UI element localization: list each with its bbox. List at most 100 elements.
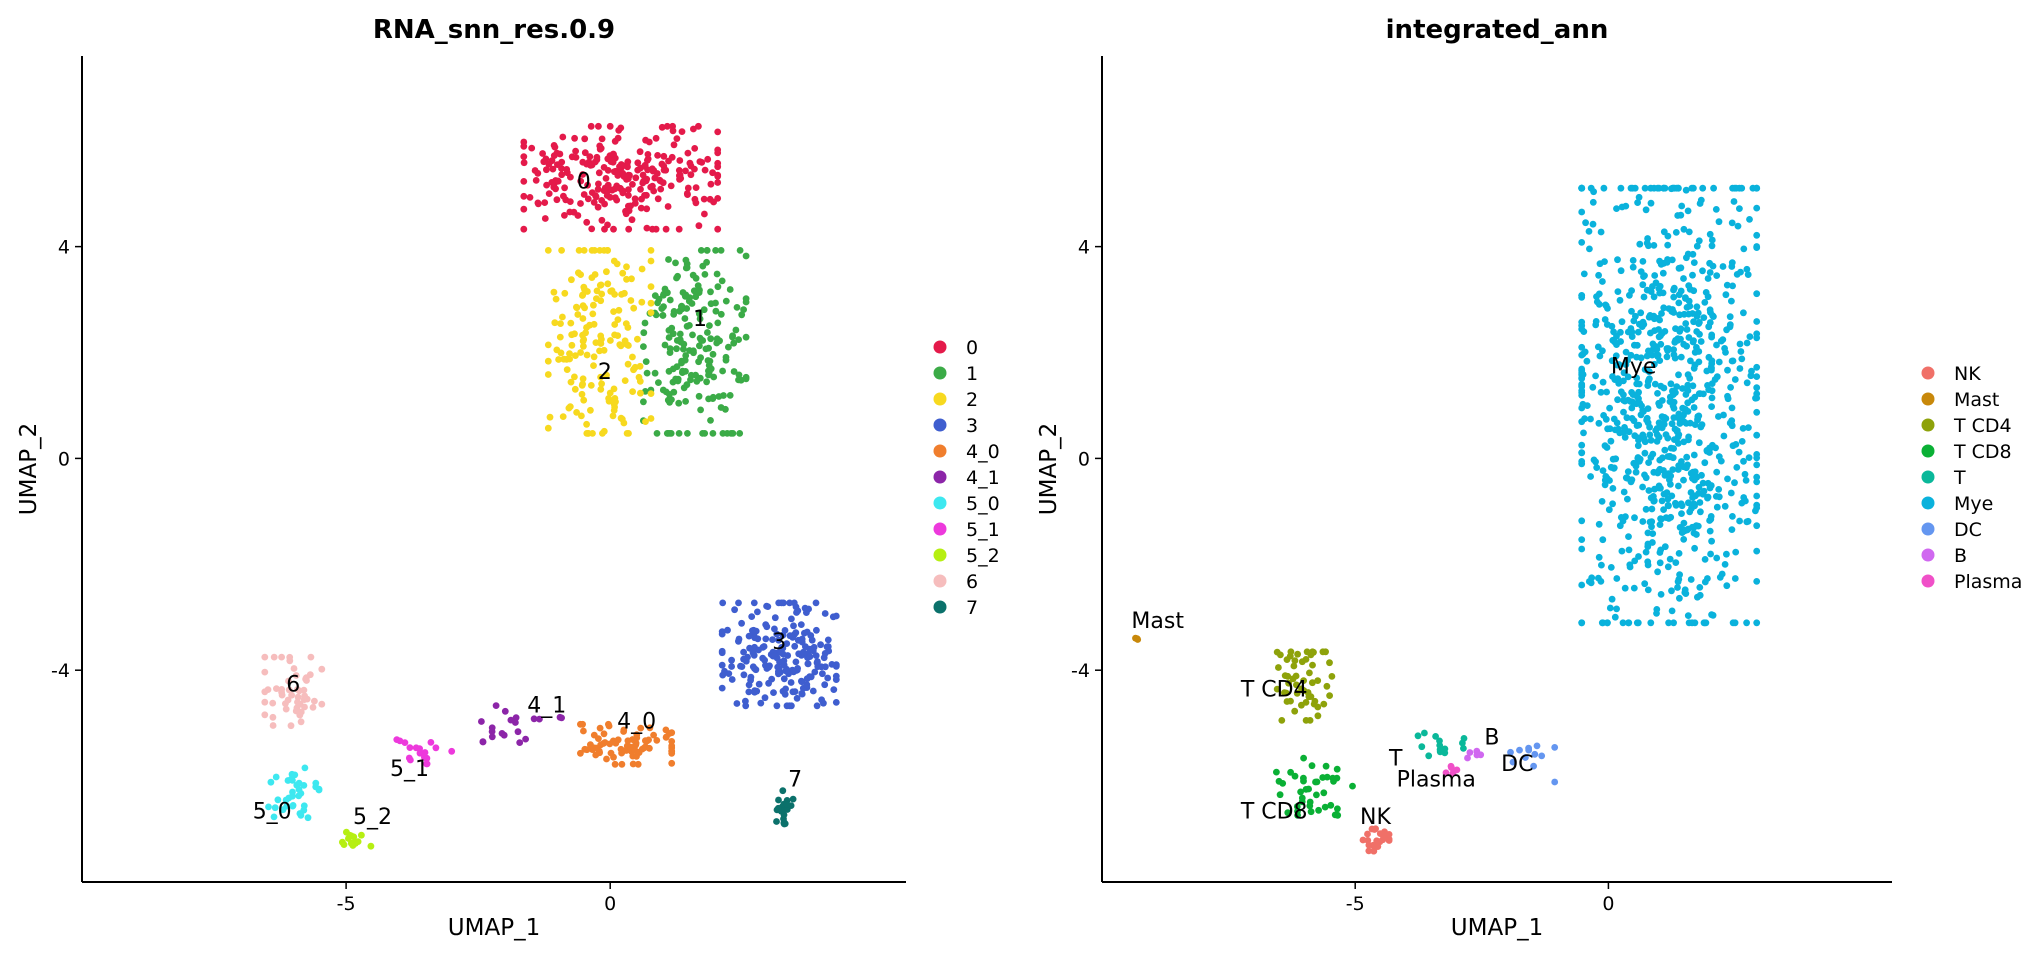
data-point-5_0 — [295, 786, 303, 793]
data-point-1 — [705, 371, 712, 379]
data-point-mye — [1753, 204, 1761, 212]
data-point-mye — [1622, 474, 1630, 482]
y-tick-label: 4 — [58, 237, 70, 259]
data-point-2 — [636, 362, 644, 370]
legend-label: 1 — [966, 363, 978, 385]
data-point-t-cd8 — [1279, 780, 1287, 787]
data-point-mye — [1663, 489, 1671, 497]
data-point-mye — [1753, 522, 1761, 530]
data-point-mye — [1682, 186, 1690, 194]
data-point-mye — [1676, 327, 1684, 335]
data-point-mye — [1661, 446, 1669, 454]
data-point-mye — [1601, 442, 1609, 450]
data-point-0 — [632, 174, 640, 182]
data-point-0 — [606, 122, 614, 130]
data-point-3 — [786, 599, 793, 607]
data-point-mye — [1616, 296, 1624, 304]
data-point-mye — [1712, 444, 1719, 452]
panel-title: integrated_ann — [1386, 15, 1609, 45]
data-point-0 — [707, 180, 715, 188]
data-point-6 — [318, 665, 326, 673]
data-point-mye — [1631, 341, 1638, 349]
data-point-3 — [718, 649, 726, 657]
data-point-mye — [1675, 482, 1682, 490]
data-point-mye — [1613, 605, 1620, 613]
data-point-mye — [1675, 291, 1683, 299]
data-point-mye — [1609, 500, 1616, 508]
data-point-2 — [568, 276, 575, 284]
data-point-mye — [1696, 499, 1704, 506]
data-point-t-cd8 — [1298, 798, 1306, 806]
data-point-mye — [1680, 536, 1688, 543]
data-point-mye — [1748, 367, 1755, 375]
data-point-mye — [1656, 559, 1664, 567]
data-point-mye — [1578, 383, 1586, 390]
data-point-mye — [1618, 318, 1626, 326]
data-point-t-cd4 — [1298, 658, 1306, 666]
data-point-0 — [686, 159, 694, 167]
data-point-mye — [1610, 328, 1617, 336]
data-point-mye — [1624, 468, 1632, 475]
data-point-nk — [1365, 847, 1373, 855]
data-point-4_1 — [536, 715, 543, 723]
data-point-mye — [1708, 360, 1716, 368]
data-point-2 — [583, 351, 591, 359]
data-point-mye — [1602, 301, 1609, 309]
data-point-0 — [586, 153, 594, 161]
data-point-4_0 — [611, 760, 619, 768]
data-point-2 — [621, 377, 629, 384]
data-point-mye — [1708, 403, 1715, 410]
data-point-3 — [747, 676, 754, 684]
data-point-5_2 — [358, 831, 365, 839]
data-point-6 — [261, 668, 269, 676]
data-point-mye — [1697, 196, 1705, 204]
data-point-1 — [655, 379, 662, 386]
data-point-1 — [643, 369, 651, 377]
data-point-mye — [1599, 347, 1606, 355]
data-point-3 — [806, 645, 814, 653]
data-point-t-cd4 — [1294, 650, 1301, 658]
data-point-mye — [1603, 388, 1610, 396]
data-point-3 — [787, 679, 795, 686]
data-point-4_0 — [592, 744, 600, 752]
data-point-mye — [1578, 449, 1586, 457]
data-point-1 — [689, 331, 696, 339]
data-point-mye — [1724, 395, 1732, 403]
data-point-mye — [1622, 202, 1630, 210]
data-point-1 — [714, 283, 722, 291]
data-point-mye — [1671, 338, 1679, 346]
data-point-mye — [1753, 231, 1761, 239]
data-point-2 — [581, 304, 588, 312]
data-point-1 — [707, 288, 714, 296]
data-point-1 — [719, 430, 727, 437]
data-point-0 — [598, 197, 606, 204]
data-point-1 — [712, 299, 719, 307]
data-point-2 — [580, 342, 587, 350]
data-point-mye — [1620, 397, 1627, 404]
data-point-0 — [673, 135, 681, 143]
data-point-mye — [1625, 546, 1633, 554]
data-point-mye — [1611, 613, 1619, 621]
data-point-3 — [745, 632, 753, 640]
data-point-mye — [1723, 281, 1731, 289]
data-point-mye — [1621, 433, 1629, 441]
data-point-mye — [1578, 184, 1586, 192]
data-point-0 — [587, 122, 595, 130]
data-point-mye — [1651, 485, 1658, 493]
data-point-mye — [1746, 333, 1754, 340]
data-point-t-cd8 — [1333, 774, 1341, 782]
data-point-mye — [1646, 312, 1654, 319]
data-point-1 — [699, 262, 707, 270]
data-point-1 — [712, 247, 719, 254]
data-point-1 — [665, 327, 673, 334]
data-point-mye — [1675, 410, 1683, 418]
data-point-mye — [1701, 556, 1709, 563]
data-point-plasma — [1449, 769, 1457, 777]
data-point-1 — [682, 256, 690, 264]
data-point-3 — [775, 636, 783, 644]
data-point-mye — [1694, 593, 1701, 601]
data-point-mye — [1664, 256, 1671, 263]
data-point-mye — [1671, 184, 1678, 192]
data-point-1 — [730, 339, 738, 347]
